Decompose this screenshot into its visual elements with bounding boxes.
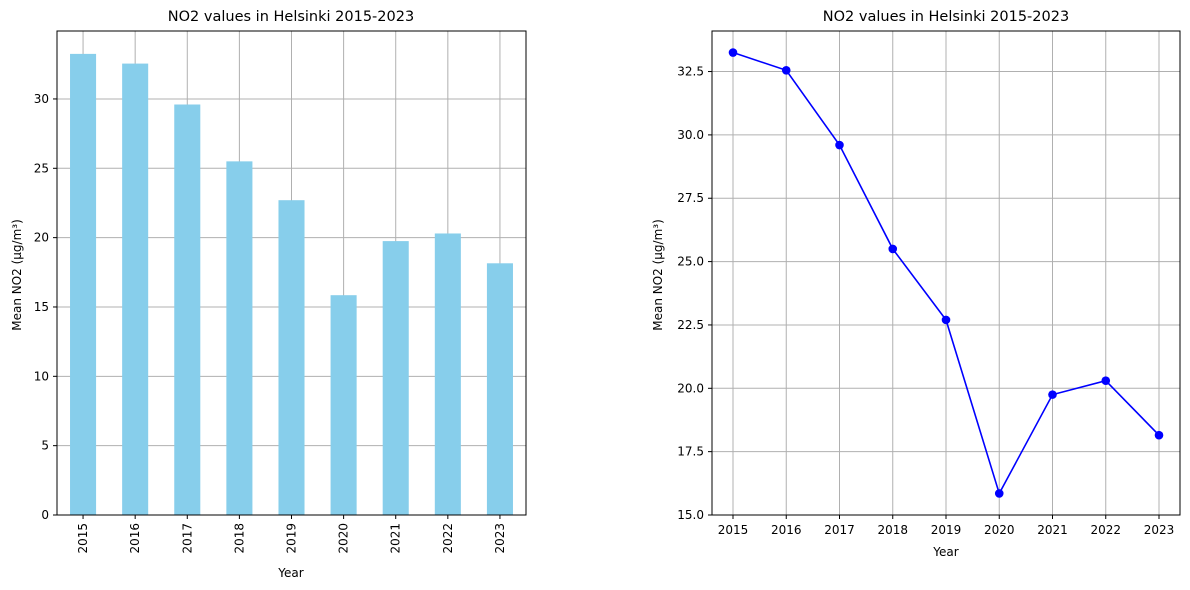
line-chart-markers	[728, 48, 1164, 498]
bar-chart-y-tick-label: 30	[34, 92, 49, 106]
data-point	[888, 244, 898, 254]
bar-chart-bars	[70, 53, 513, 516]
line-chart-x-tick-label: 2023	[1144, 523, 1175, 537]
data-point	[781, 65, 791, 75]
data-point	[835, 140, 844, 150]
bar-chart-y-tick-label: 10	[34, 369, 49, 383]
bar-chart-y-tick-label: 0	[41, 508, 49, 522]
bar-chart-x-tick-label: 2018	[232, 523, 246, 554]
line-chart-gridlines	[712, 31, 1180, 516]
data-point	[1154, 430, 1164, 440]
bar	[434, 233, 461, 515]
line-chart-y-tick-label: 22.5	[677, 318, 704, 332]
data-point	[994, 489, 1004, 498]
bar	[330, 295, 357, 515]
bar-chart-y-tick-label: 5	[41, 439, 49, 453]
line-chart-x-tick-label: 2015	[718, 523, 749, 537]
bar-chart-x-tick-label: 2021	[389, 523, 403, 554]
line-chart-y-tick-label: 17.5	[677, 445, 704, 459]
bar	[382, 241, 409, 515]
line-chart-x-tick-label: 2019	[931, 523, 962, 537]
line-chart: NO2 values in Helsinki 2015-2023 Year Me…	[651, 9, 1181, 559]
line-chart-y-axis-label: Mean NO2 (µg/m³)	[651, 219, 665, 331]
bar-chart-y-tick-label: 20	[34, 231, 49, 245]
bar-chart-x-tick-label: 2015	[76, 523, 90, 554]
line-chart-y-tick-label: 30.0	[677, 128, 704, 142]
line-chart-y-tick-label: 15.0	[677, 508, 704, 522]
data-point	[1048, 390, 1057, 399]
line-chart-x-tick-label: 2017	[824, 523, 855, 537]
data-point	[941, 315, 951, 325]
bar-chart-x-tick-label: 2019	[285, 523, 299, 554]
bar-chart-x-tick-label: 2017	[180, 523, 194, 554]
data-point	[728, 48, 738, 57]
bar-chart-title: NO2 values in Helsinki 2015-2023	[168, 9, 414, 25]
line-chart-y-tick-label: 32.5	[677, 65, 704, 79]
line-chart-x-tick-label: 2018	[877, 523, 908, 537]
bar-chart-x-tick-label: 2023	[493, 523, 507, 554]
line-chart-y-tick-label: 20.0	[677, 381, 704, 395]
line-chart-x-tick-label: 2016	[771, 523, 802, 537]
bar	[226, 161, 253, 516]
bar	[122, 63, 149, 515]
bar	[486, 263, 513, 515]
bar-chart-y-axis-label: Mean NO2 (µg/m³)	[10, 219, 24, 331]
line-chart-y-tick-label: 27.5	[677, 191, 704, 205]
bar-chart-x-tick-label: 2022	[441, 523, 455, 554]
line-chart-x-tick-label: 2020	[984, 523, 1015, 537]
bar-chart-y-tick-label: 15	[34, 300, 49, 314]
bar	[70, 53, 97, 516]
bar-chart-x-axis-label: Year	[277, 566, 303, 580]
line-chart-y-tick-label: 25.0	[677, 255, 704, 269]
line-chart-x-tick-label: 2022	[1090, 523, 1121, 537]
data-point	[1101, 376, 1111, 385]
line-chart-x-tick-label: 2021	[1037, 523, 1068, 537]
bar-chart-x-tick-label: 2020	[337, 523, 351, 554]
line-chart-title: NO2 values in Helsinki 2015-2023	[823, 9, 1069, 25]
bar	[174, 104, 201, 515]
line-chart-x-axis-label: Year	[932, 545, 958, 559]
bar-chart: NO2 values in Helsinki 2015-2023 Year Me…	[10, 9, 527, 580]
bar-chart-x-tick-label: 2016	[128, 523, 142, 554]
bar	[278, 200, 305, 516]
bar-chart-y-tick-label: 25	[34, 161, 49, 175]
